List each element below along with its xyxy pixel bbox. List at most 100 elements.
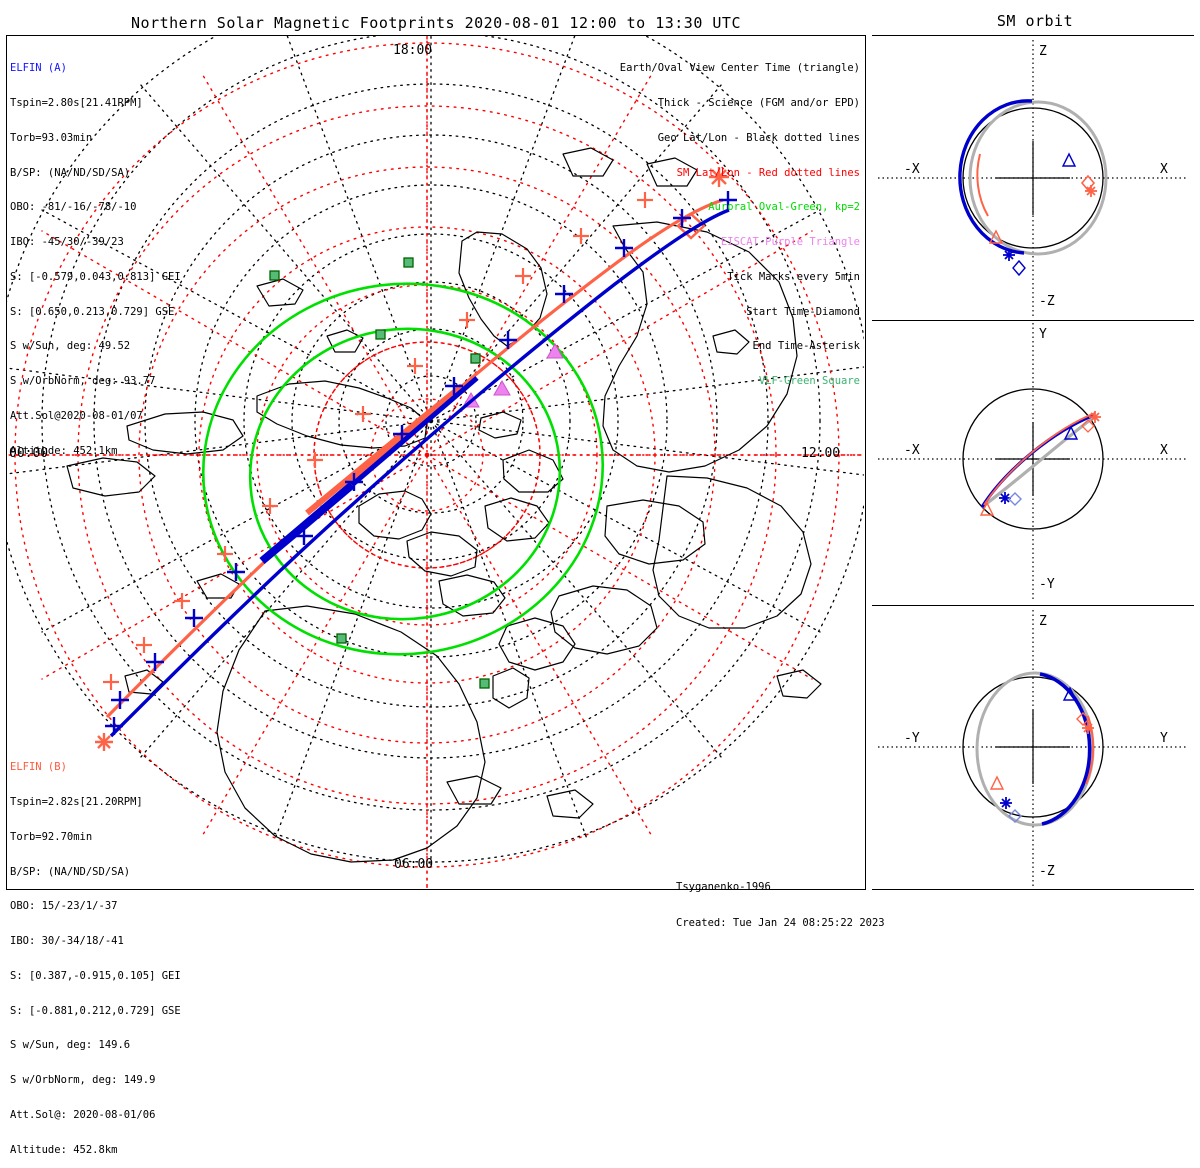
axis-label-yz-top: Z (1039, 614, 1047, 629)
key-item-1: Thick - Science (FGM and/or EPD) (657, 96, 860, 109)
xz-marker-asterisk-blue (1003, 249, 1015, 261)
xy-marker-asterisk-red (1089, 411, 1101, 423)
elfin-a-info-panel: ELFIN (A) Tspin=2.80s[21.41RPM] Torb=93.… (10, 40, 181, 469)
xz-marker-diamond-blue (1012, 259, 1026, 277)
orbit-red-xz (976, 153, 989, 217)
elfin-a-line-0: Tspin=2.80s[21.41RPM] (10, 96, 143, 109)
sm-orbit-panel-yz[interactable]: Z -Z -Y Y (872, 605, 1194, 890)
orbit-grey-yz (975, 671, 1095, 827)
orbit-grey-xy (981, 415, 1095, 509)
axis-label-yz-left: -Y (904, 731, 920, 746)
elfin-a-line-1: Torb=93.03min (10, 131, 93, 144)
elfin-a-line-3: OBO: -81/-16/-78/-10 (10, 201, 137, 214)
yz-marker-triangle-red (989, 775, 1005, 790)
orbit-red-xy (983, 412, 1096, 506)
axis-label-xy-right: X (1160, 443, 1168, 458)
xz-marker-triangle-red (988, 229, 1004, 244)
elfin-b-line-8: S w/OrbNorm, deg: 149.9 (10, 1074, 156, 1087)
polar-plot-svg (7, 36, 864, 888)
key-item-8: End Time-Asterisk (752, 340, 860, 353)
xy-marker-triangle-red (979, 501, 995, 516)
elfin-a-line-2: B/SP: (NA/ND/SD/SA) (10, 166, 131, 179)
orbit-blue-yz (1039, 672, 1092, 826)
orbit-red-yz (1085, 715, 1095, 785)
elfin-b-line-7: S w/Sun, deg: 149.6 (10, 1039, 131, 1052)
key-item-7: Start Time-Diamond (746, 305, 860, 318)
created-timestamp: Created: Tue Jan 24 08:25:22 2023 (676, 917, 885, 929)
axis-label-xz-right: X (1160, 162, 1168, 177)
elfin-a-line-6: S: [0.650,0.213,0.729] GSE (10, 305, 175, 318)
key-item-6: Tick Marks every 5min (727, 270, 860, 283)
xy-marker-triangle-blue (1063, 425, 1079, 440)
elfin-a-header: ELFIN (A) (10, 62, 67, 75)
earth-circle-xy (962, 388, 1104, 530)
elfin-b-line-4: IBO: 30/-34/18/-41 (10, 935, 124, 948)
elfin-b-line-3: OBO: 15/-23/1/-37 (10, 900, 118, 913)
elfin-a-line-9: Att.Sol@2020-08-01/07 (10, 410, 143, 422)
page-title: Northern Solar Magnetic Footprints 2020-… (131, 14, 741, 32)
yz-marker-diamond-red (1076, 712, 1090, 726)
axis-label-xy-bottom: -Y (1039, 577, 1055, 592)
axis-label-xy-left: -X (904, 443, 920, 458)
footprint-polar-plot[interactable]: 18:00 12:00 00:00 06:00 (6, 35, 866, 890)
axis-label-xz-left: -X (904, 162, 920, 177)
xz-marker-asterisk-red (1085, 185, 1097, 197)
key-item-9: VLF-Green Square (758, 375, 860, 388)
axis-label-xz-bottom: -Z (1039, 294, 1055, 309)
key-item-3: SM Lat/Lon - Red dotted lines (676, 166, 860, 179)
credits-block: Tsyganenko-1996 Created: Tue Jan 24 08:2… (676, 857, 885, 941)
orbit-grey-xz (968, 100, 1108, 256)
elfin-a-line-4: IBO: -45/30/-39/23 (10, 236, 124, 249)
elfin-b-header: ELFIN (B) (10, 761, 67, 774)
sm-axis-cross (7, 36, 864, 888)
elfin-b-end-asterisk (709, 167, 729, 187)
xz-marker-triangle-blue (1061, 152, 1077, 167)
elfin-b-line-0: Tspin=2.82s[21.20RPM] (10, 795, 143, 808)
key-item-2: Geo Lat/Lon - Black dotted lines (657, 131, 860, 144)
yz-marker-asterisk-blue (1000, 797, 1012, 809)
elfin-a-line-5: S: [-0.579,0.043,0.813] GEI (10, 270, 181, 283)
elfin-a-track (109, 208, 730, 738)
sm-orbit-title: SM orbit (996, 12, 1074, 30)
mlt-label-00: 00:00 (9, 446, 49, 461)
elfin-b-track (105, 198, 724, 719)
elfin-a-line-10: Altitude: 452.1km (10, 444, 118, 457)
axis-label-yz-bottom: -Z (1039, 864, 1055, 879)
elfin-b-line-10: Altitude: 452.8km (10, 1143, 118, 1156)
axis-label-yz-right: Y (1160, 731, 1168, 746)
coastlines (66, 147, 822, 863)
elfin-a-line-7: S w/Sun, deg: 49.52 (10, 340, 131, 353)
elfin-b-tickmarks (103, 192, 653, 690)
xy-marker-diamond-blue (1008, 492, 1022, 506)
mlt-label-12: 12:00 (801, 446, 841, 461)
elfin-b-line-6: S: [-0.881,0.212,0.729] GSE (10, 1004, 181, 1017)
vlf-sites (269, 257, 490, 689)
mlt-label-06: 06:00 (394, 857, 434, 872)
yz-marker-diamond-blue (1008, 809, 1022, 823)
mlt-label-18: 18:00 (393, 43, 433, 58)
xy-marker-asterisk-blue (999, 492, 1011, 504)
sm-orbit-panel-xz[interactable]: Z -Z -X X (872, 35, 1194, 320)
elfin-b-line-5: S: [0.387,-0.915,0.105] GEI (10, 969, 181, 982)
axis-label-xy-top: Y (1039, 327, 1047, 342)
earth-circle-yz (962, 676, 1104, 818)
key-item-4: Auroral Oval-Green, kp=2 (708, 201, 860, 214)
elfin-a-tickmarks (105, 191, 737, 735)
elfin-b-line-9: Att.Sol@: 2020-08-01/06 (10, 1109, 156, 1121)
elfin-b-tail-asterisk (95, 733, 113, 751)
sm-orbit-column: Z -Z -X X (872, 35, 1194, 890)
yz-marker-triangle-blue (1062, 686, 1078, 701)
key-item-5: EISCAT-Purple Triangle (720, 236, 860, 249)
elfin-a-line-8: S w/OrbNorm, deg: 93.77 (10, 375, 156, 388)
elfin-b-line-2: B/SP: (NA/ND/SD/SA) (10, 865, 131, 878)
yz-marker-asterisk-red (1082, 722, 1094, 734)
model-name: Tsyganenko-1996 (676, 881, 771, 893)
earth-circle-xz (962, 107, 1104, 249)
elfin-b-info-panel: ELFIN (B) Tspin=2.82s[21.20RPM] Torb=92.… (10, 739, 181, 1168)
plot-key-legend: Earth/Oval View Center Time (triangle) T… (460, 40, 860, 399)
key-item-0: Earth/Oval View Center Time (triangle) (619, 62, 860, 75)
xz-marker-diamond-red (1080, 174, 1096, 192)
axis-label-xz-top: Z (1039, 44, 1047, 59)
sm-orbit-panel-xy[interactable]: Y -Y -X X (872, 320, 1194, 605)
xy-marker-diamond-red (1081, 419, 1095, 433)
